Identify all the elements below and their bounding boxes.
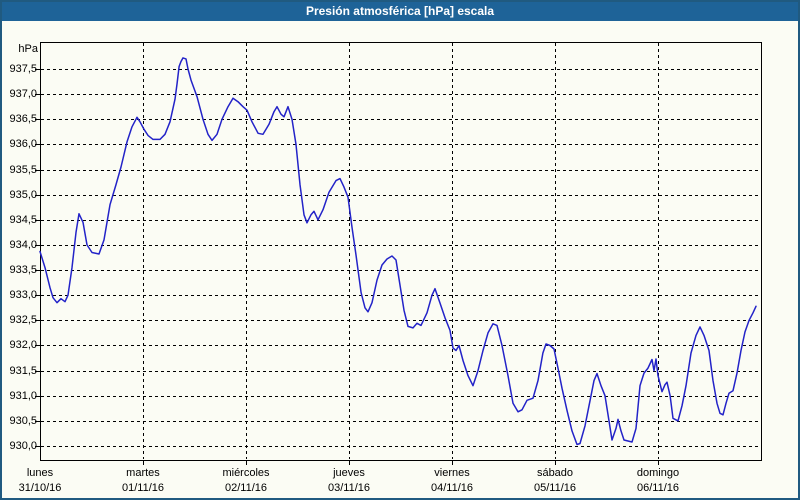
y-tick-label: 935,5 <box>9 164 37 176</box>
y-tick-label: 932,5 <box>9 314 37 326</box>
y-tick-label: 937,0 <box>9 88 37 100</box>
y-tick-label: 935,0 <box>9 189 37 201</box>
day-name: miércoles <box>222 467 270 479</box>
y-tick-label: 936,5 <box>9 113 37 125</box>
pressure-line-series <box>39 57 757 446</box>
x-day-label: sábado 05/11/16 <box>534 466 576 496</box>
day-date: 06/11/16 <box>636 482 680 494</box>
y-tick-label: 932,0 <box>9 339 37 351</box>
day-date: 31/10/16 <box>18 482 62 494</box>
day-date: 03/11/16 <box>327 482 371 494</box>
y-tick-label: 937,5 <box>9 63 37 75</box>
chart-canvas <box>35 42 762 465</box>
y-tick-label: 933,0 <box>9 289 37 301</box>
x-day-label: lunes 31/10/16 <box>19 466 62 496</box>
chart-title: Presión atmosférica [hPa] escala <box>305 4 495 18</box>
day-name: jueves <box>333 467 365 479</box>
y-tick-label: 934,0 <box>9 239 37 251</box>
x-day-label: jueves 03/11/16 <box>328 466 370 496</box>
day-name: lunes <box>26 467 54 479</box>
day-date: 05/11/16 <box>533 482 577 494</box>
y-tick-label: 936,0 <box>9 138 37 150</box>
day-name: sábado <box>536 467 574 479</box>
day-date: 01/11/16 <box>121 482 165 494</box>
y-tick-label: 934,5 <box>9 214 37 226</box>
y-tick-label: 933,5 <box>9 264 37 276</box>
day-name: domingo <box>636 467 680 479</box>
pressure-chart: hPa 937,5 937,0 936,5 936,0 935,5 935,0 934,5 9… <box>2 21 798 498</box>
y-axis-unit-label: hPa <box>18 43 38 55</box>
day-name: viernes <box>434 467 470 479</box>
x-day-label: martes 01/11/16 <box>122 466 164 496</box>
y-tick-label: 931,0 <box>9 390 37 402</box>
x-day-label: viernes 04/11/16 <box>431 466 473 496</box>
day-name: martes <box>126 467 160 479</box>
x-day-label: miércoles 02/11/16 <box>222 466 269 496</box>
x-day-label: domingo 06/11/16 <box>637 466 679 496</box>
y-tick-label: 930,5 <box>9 415 37 427</box>
y-tick-label: 931,5 <box>9 365 37 377</box>
day-date: 04/11/16 <box>430 482 474 494</box>
window-title-bar: Presión atmosférica [hPa] escala <box>2 2 798 21</box>
day-date: 02/11/16 <box>224 482 268 494</box>
y-tick-label: 930,0 <box>9 440 37 452</box>
